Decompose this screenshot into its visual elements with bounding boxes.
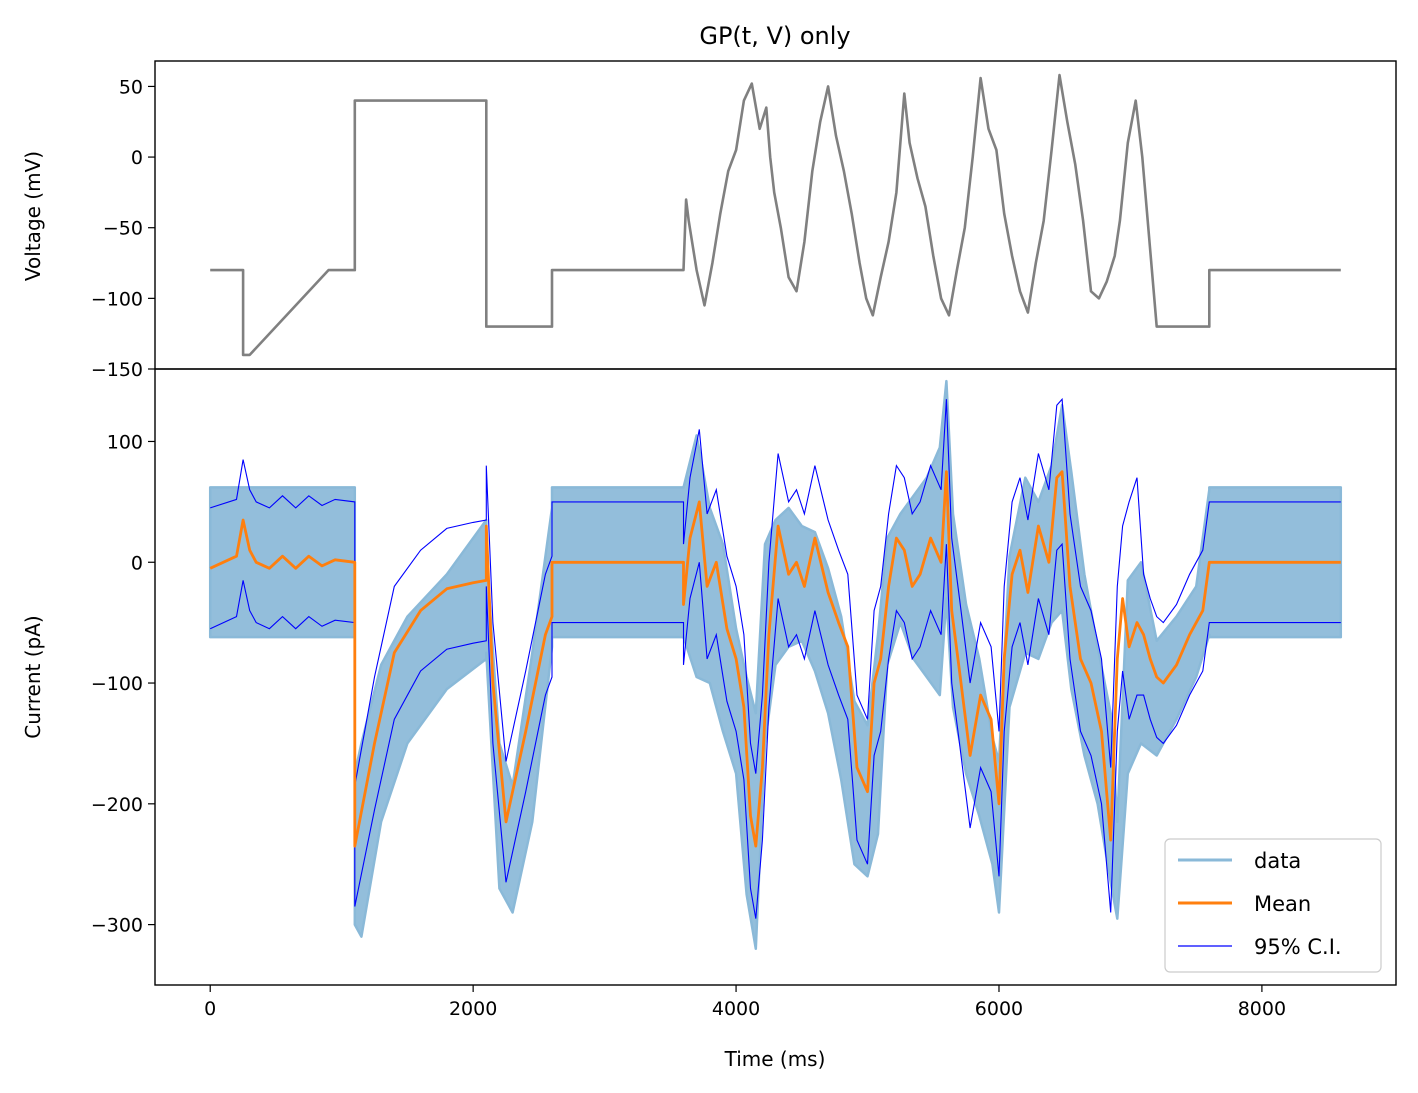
- voltage-y-axis-label: Voltage (mV): [21, 151, 45, 281]
- current-plot-area: [154, 368, 1397, 986]
- time-x-tick-label: 0: [204, 998, 216, 1020]
- time-x-ticks: 0 2000 4000 6000 8000: [204, 985, 1286, 1020]
- legend-label-ci: 95% C.I.: [1254, 935, 1342, 959]
- voltage-y-tick-label: −50: [103, 218, 143, 240]
- data-band: [208, 379, 1343, 951]
- mean-line: [209, 470, 1341, 848]
- voltage-trace: [210, 73, 1341, 357]
- time-x-tick-label: 6000: [975, 998, 1023, 1020]
- time-x-axis-label: Time (ms): [724, 1047, 826, 1071]
- current-y-axis-label: Current (pA): [21, 615, 45, 738]
- time-x-tick-label: 8000: [1238, 998, 1286, 1020]
- voltage-y-tick-label: 0: [131, 147, 143, 169]
- voltage-y-tick-label: −100: [91, 288, 143, 310]
- voltage-y-tick-label: 50: [119, 76, 143, 98]
- voltage-y-ticks: 50 0 −50 −100 −150: [91, 76, 155, 381]
- current-y-ticks: 100 0 −100 −200 −300: [91, 431, 155, 937]
- time-x-tick-label: 4000: [712, 998, 760, 1020]
- current-y-tick-label: 100: [107, 431, 143, 453]
- current-series-group: [208, 379, 1343, 951]
- current-y-tick-label: −200: [91, 794, 143, 816]
- ci-lower-line: [209, 542, 1341, 919]
- legend-box: [1164, 838, 1382, 973]
- current-panel: 100 0 −100 −200 −300 0 2000 4000 6000 8000 Curre…: [21, 368, 1397, 1071]
- current-y-tick-label: −100: [91, 673, 143, 695]
- current-axes-frame: [154, 368, 1397, 986]
- current-y-tick-label: −300: [91, 915, 143, 937]
- ci-upper-line: [210, 397, 1341, 786]
- legend-label-data: data: [1254, 849, 1301, 873]
- voltage-y-tick-label: −150: [91, 359, 143, 381]
- current-y-tick-label: 0: [131, 552, 143, 574]
- legend-label-mean: Mean: [1254, 892, 1311, 916]
- time-x-tick-label: 2000: [449, 998, 497, 1020]
- chart-title: GP(t, V) only: [699, 22, 850, 50]
- legend: data Mean 95% C.I.: [1164, 838, 1382, 973]
